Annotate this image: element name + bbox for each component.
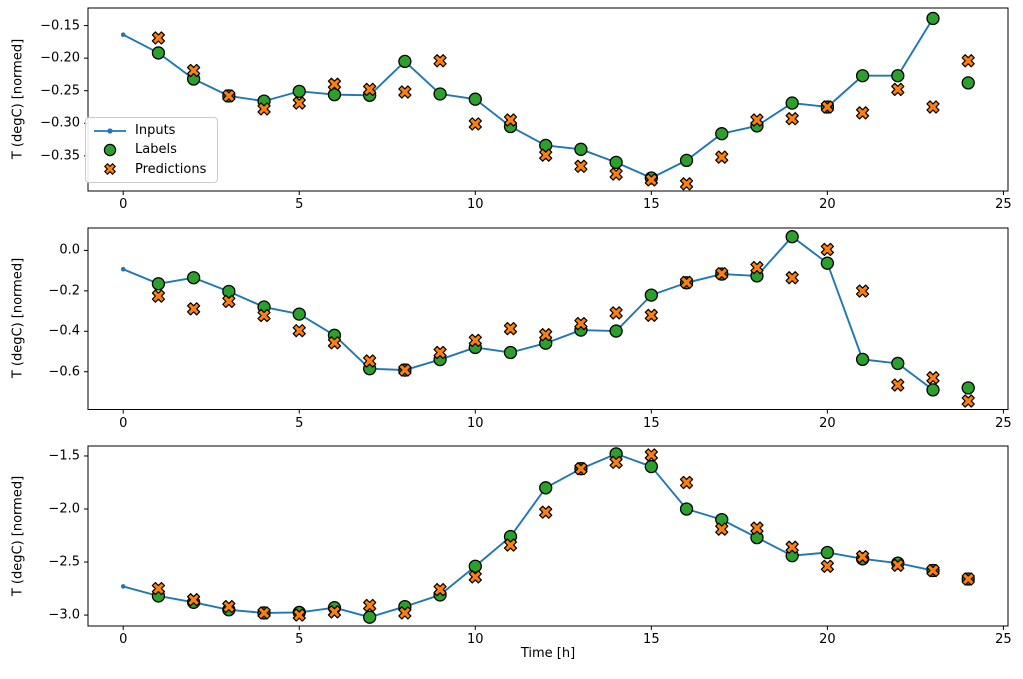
y-tick-label: −0.20	[40, 50, 80, 66]
x-tick-label: 5	[295, 197, 304, 212]
ylabel-bottom: T (degC) [normed]	[10, 475, 26, 597]
y-tick-label: −2.0	[48, 501, 80, 517]
predictions-scatter	[151, 242, 975, 408]
x-tick-label: 25	[995, 632, 1012, 647]
legend-item-predictions: Predictions	[92, 160, 211, 179]
predictions-scatter	[151, 31, 975, 191]
x-tick-label: 5	[295, 632, 304, 647]
x-tick-label: 0	[119, 415, 128, 431]
subplot-2	[84, 445, 1009, 630]
x-tick-label: 15	[643, 632, 660, 647]
x-tick-label: 10	[467, 632, 484, 647]
y-tick-label: −0.2	[48, 283, 80, 299]
x-tick-label: 5	[295, 415, 304, 431]
x-tick-label: 25	[995, 197, 1012, 212]
legend-label-inputs: Inputs	[135, 123, 176, 139]
x-tick-label: 0	[119, 632, 128, 647]
legend-item-inputs: Inputs	[92, 121, 211, 140]
subplot-0	[84, 7, 1009, 195]
y-tick-label: −3.0	[48, 607, 80, 623]
y-tick-label: 0.0	[59, 242, 80, 258]
y-tick-label: −0.4	[48, 323, 80, 339]
axes-spines	[87, 227, 1009, 410]
legend-label-predictions: Predictions	[135, 161, 207, 177]
x-tick-label: 15	[643, 415, 660, 431]
ylabel-middle: T (degC) [normed]	[10, 257, 26, 379]
axes-spines	[87, 445, 1009, 627]
labels-scatter	[151, 11, 975, 185]
labels-scatter	[151, 230, 975, 397]
axes-spines	[87, 7, 1009, 192]
y-tick-label: −0.35	[40, 148, 80, 164]
y-tick-label: −0.6	[48, 364, 80, 380]
labels-circle-swatch-icon	[92, 142, 128, 158]
x-tick-label: 10	[467, 197, 484, 212]
y-tick-label: −0.25	[40, 83, 80, 99]
legend-label-labels: Labels	[135, 142, 177, 158]
x-tick-label: 20	[819, 632, 836, 647]
x-tick-label: 25	[995, 415, 1012, 431]
subplot-1	[84, 227, 1009, 414]
inputs-line-swatch-icon	[92, 123, 128, 139]
ylabel-top: T (degC) [normed]	[10, 38, 26, 160]
x-tick-label: 20	[819, 415, 836, 431]
x-tick-label: 0	[119, 197, 128, 212]
legend: Inputs Labels Predictions	[85, 117, 218, 183]
y-tick-label: −2.5	[48, 554, 80, 570]
xlabel: Time [h]	[520, 646, 576, 661]
inputs-line	[120, 451, 936, 620]
inputs-line	[120, 234, 936, 393]
x-tick-label: 20	[819, 197, 836, 212]
predictions-scatter	[151, 448, 975, 622]
predictions-x-swatch-icon	[92, 161, 128, 177]
x-tick-label: 10	[467, 415, 484, 431]
labels-scatter	[151, 447, 975, 624]
y-tick-label: −0.30	[40, 115, 80, 131]
legend-item-labels: Labels	[92, 140, 211, 159]
y-tick-label: −1.5	[48, 448, 80, 464]
inputs-line	[120, 16, 936, 181]
x-tick-label: 15	[643, 197, 660, 212]
y-tick-label: −0.15	[40, 18, 80, 34]
